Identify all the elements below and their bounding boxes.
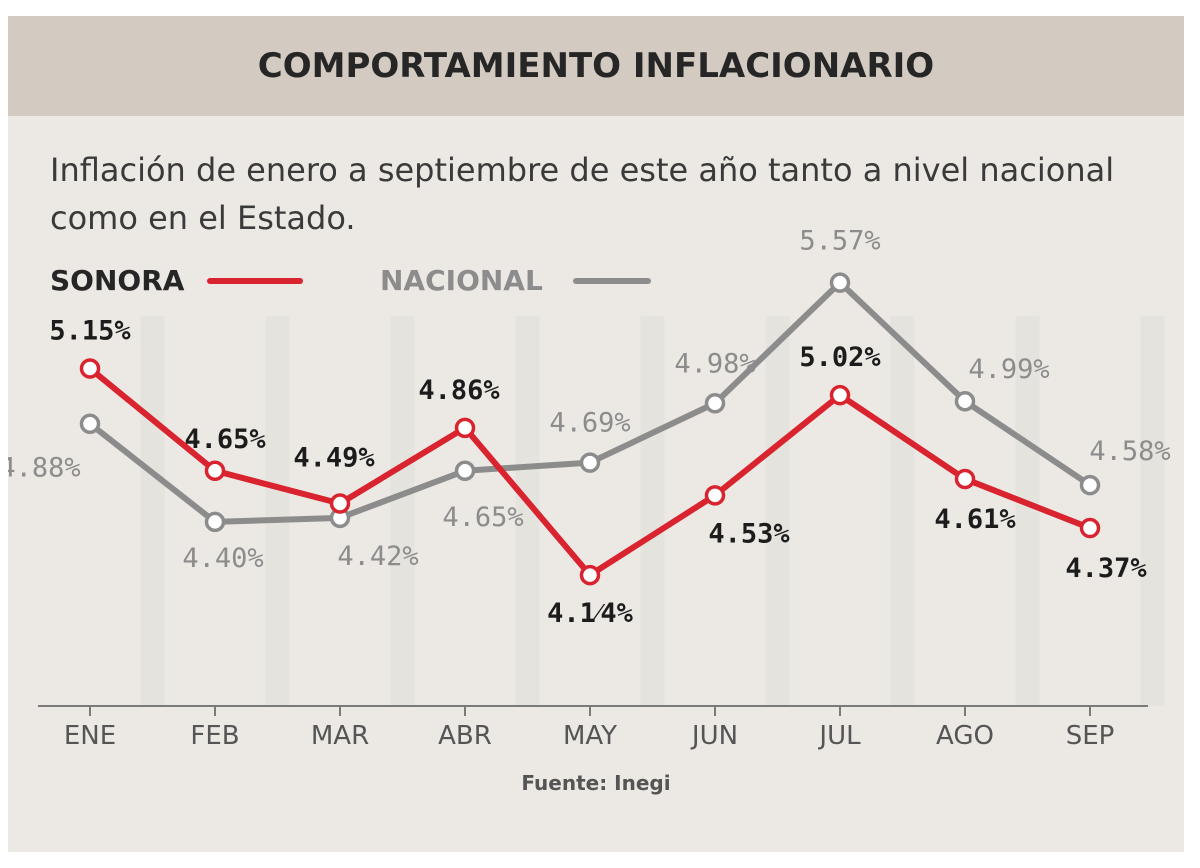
x-tick-label: JUN [690,721,738,751]
data-label-sonora: 4.37% [1065,553,1147,584]
data-label-sonora: 4.1⁄4% [547,598,634,629]
data-point-sonora [1079,517,1101,539]
column-band [1140,316,1165,706]
data-point-sonora [829,384,851,406]
data-point-nacional [454,460,476,482]
data-point-sonora [454,417,476,439]
data-label-nacional: 4.99% [968,354,1049,385]
data-point-sonora [204,460,226,482]
data-point-nacional [79,413,101,434]
data-point-nacional [579,452,601,473]
data-point-nacional [954,390,976,412]
x-tick-label: MAY [563,721,617,751]
chart-subtitle: Inflación de enero a septiembre de este … [50,151,1115,237]
data-point-sonora [579,564,601,586]
data-point-nacional [829,272,851,293]
data-label-sonora: 4.53% [708,518,790,549]
column-band [890,316,915,706]
data-point-nacional [204,511,226,533]
column-band [640,316,665,706]
data-label-nacional: 4.58% [1089,436,1170,467]
data-label-sonora: 5.02% [799,342,881,373]
data-label-sonora: 4.49% [293,443,375,474]
x-tick-label: AGO [936,721,994,751]
source-note: Fuente: Inegi [521,771,671,795]
data-label-nacional: 4.65% [442,502,523,533]
data-point-sonora [704,485,726,506]
column-band [390,316,415,706]
column-band [265,316,290,706]
legend-label-nacional: NACIONAL [380,264,543,297]
data-label-nacional: 4.40% [182,543,263,574]
data-point-sonora [954,468,976,490]
data-label-sonora: 4.65% [184,424,266,455]
column-band [140,316,165,706]
line-chart: ENE FEB MAR ABR MAY JUN JUL AGO SEP SONORA NACIONA… [8,226,1171,751]
legend-label-sonora: SONORA [50,264,185,297]
chart-title: COMPORTAMIENTO INFLACIONARIO [257,46,935,86]
x-tick-label: MAR [311,721,369,751]
series-line-nacional [87,279,1093,525]
chart-card: COMPORTAMIENTO INFLACIONARIO Inflación d… [8,16,1184,852]
column-band [1015,316,1040,706]
data-label-nacional: 4.88% [8,453,81,484]
data-label-nacional: 4.42% [337,541,418,572]
x-tick-label: SEP [1066,721,1115,751]
data-label-sonora: 4.61% [934,504,1016,535]
data-point-sonora [329,493,351,514]
data-label-sonora: 5.15% [49,316,131,347]
data-point-nacional [704,393,726,414]
header-bar: COMPORTAMIENTO INFLACIONARIO [8,16,1184,116]
data-label-sonora: 4.86% [418,375,500,406]
data-point-sonora [79,358,101,379]
data-label-nacional: 5.57% [799,226,880,257]
x-tick-label: JUL [817,721,861,751]
x-tick-label: ABR [438,721,492,751]
x-tick-label: FEB [190,721,239,751]
data-point-nacional [1079,474,1101,496]
data-label-nacional: 4.98% [674,348,755,379]
data-label-nacional: 4.69% [549,408,630,439]
x-tick-label: ENE [64,721,116,751]
column-band [765,316,790,706]
